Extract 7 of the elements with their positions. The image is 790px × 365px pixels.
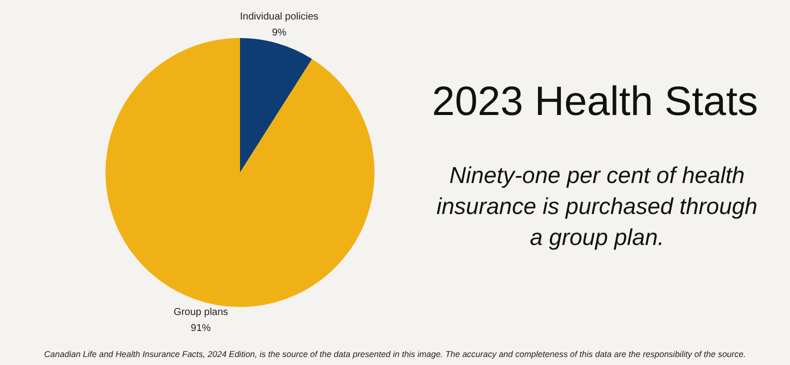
data-label: 9%	[272, 27, 287, 38]
data-label: 91%	[190, 323, 211, 334]
slice-label: Group plans	[174, 307, 228, 318]
text: 2023 Health Stats	[431, 78, 759, 125]
text: Canadian Life and Health Insurance Facts, 2024 Edition, is the source of the data presented in this image. The accuracy and completeness of this data are the responsibility of the source.	[43, 349, 747, 359]
slice-label: Individual policies	[240, 11, 318, 22]
text: Ninety-one per cent of health insurance is purchased through a group plan.	[436, 161, 758, 252]
